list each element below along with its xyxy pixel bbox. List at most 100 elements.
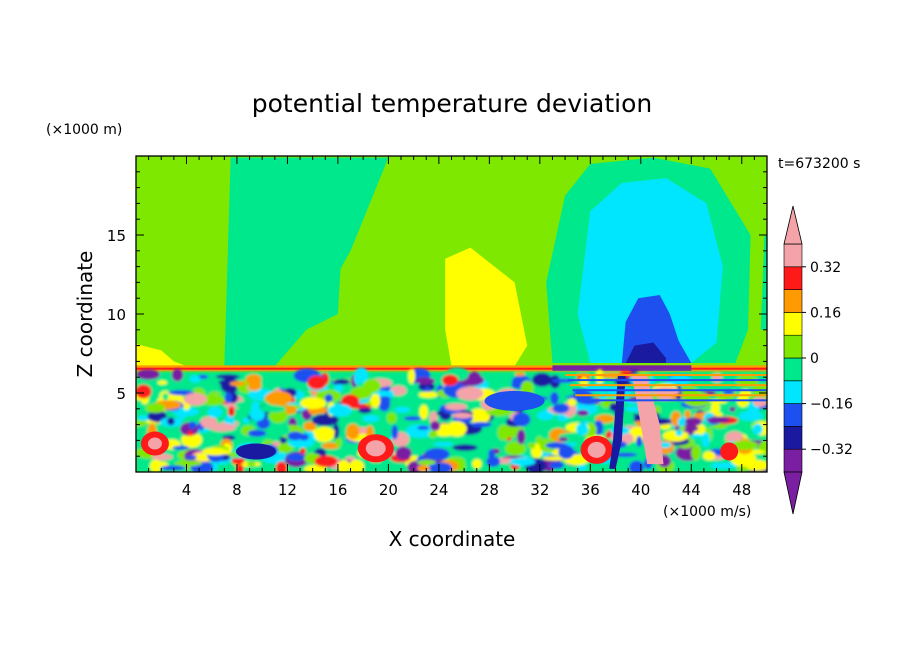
turbulence-patch xyxy=(532,372,552,387)
turbulence-patch xyxy=(442,374,459,386)
wave-stripe xyxy=(570,384,767,387)
turbulence-patch xyxy=(348,459,365,472)
time-label: t=673200 s xyxy=(778,156,860,172)
turbulence-patch xyxy=(415,377,436,385)
turbulence-patch xyxy=(188,421,197,430)
turbulence-patch xyxy=(456,386,484,401)
colorbar-segment xyxy=(783,426,803,450)
turbulence-patch xyxy=(629,460,645,472)
turbulence-patch xyxy=(157,380,168,385)
colorbar-tick-label: 0.16 xyxy=(810,305,841,321)
turbulence-patch xyxy=(675,429,683,437)
turbulence-patch xyxy=(682,391,711,407)
turbulence-patch xyxy=(550,391,559,405)
turbulence-patch xyxy=(256,417,271,429)
turbulence-patch xyxy=(247,429,267,437)
turbulence-patch xyxy=(229,381,246,387)
turbulence-patch xyxy=(706,416,730,423)
turbulence-patch xyxy=(662,430,689,442)
colorbar-tick-label: 0 xyxy=(810,351,819,367)
turbulence-patch xyxy=(197,374,209,379)
turbulence-patch xyxy=(337,459,350,472)
colorbar-segment xyxy=(783,380,803,404)
turbulence-patch xyxy=(446,421,467,437)
turbulence-patch xyxy=(172,445,190,450)
turbulence-patch xyxy=(242,417,250,424)
turbulence-patch xyxy=(334,378,350,385)
turbulence-patch xyxy=(183,392,207,406)
turbulence-patch xyxy=(436,410,445,416)
x-tick-label: 12 xyxy=(278,481,297,499)
turbulence-patch xyxy=(452,444,478,451)
turbulence-patch xyxy=(568,398,576,406)
turbulence-patch xyxy=(189,375,201,383)
turbulence-patch xyxy=(418,382,436,392)
turbulence-patch xyxy=(346,423,360,440)
turbulence-patch xyxy=(224,391,233,404)
wave-stripe xyxy=(575,394,767,397)
turbulence-patch xyxy=(488,448,495,460)
colorbar-segment xyxy=(783,334,803,359)
colorbar-segment xyxy=(783,266,803,290)
turbulence-patch xyxy=(272,441,280,447)
turbulence-patch xyxy=(527,442,536,449)
turbulence-patch xyxy=(455,459,466,472)
turbulence-patch xyxy=(451,412,473,419)
field-patch xyxy=(625,342,667,363)
turbulence-patch xyxy=(684,410,691,419)
turbulence-patch xyxy=(286,453,305,462)
x-tick-label: 16 xyxy=(328,481,347,499)
turbulence-patch xyxy=(558,436,569,442)
turbulence-patch xyxy=(701,432,710,448)
turbulence-patch xyxy=(636,435,643,448)
x-axis-label: X coordinate xyxy=(389,527,516,551)
turbulence-patch xyxy=(181,432,203,448)
turbulence-patch xyxy=(419,404,429,420)
turbulence-patch xyxy=(335,437,342,448)
turbulence-patch xyxy=(327,404,353,417)
turbulence-patch xyxy=(264,391,293,406)
warm-column xyxy=(445,247,528,367)
turbulence-patch xyxy=(370,393,381,408)
turbulence-patch xyxy=(738,411,763,421)
turbulence-patch xyxy=(249,408,265,421)
turbulence-patch xyxy=(215,374,240,380)
turbulence-patch xyxy=(403,416,422,421)
y-axis-label: Z coordinate xyxy=(73,251,97,378)
turbulence-patch xyxy=(428,430,438,438)
turbulence-patch xyxy=(313,426,335,443)
colorbar-tick-label: 0.32 xyxy=(810,260,841,276)
y-unit-label: (×1000 m) xyxy=(46,122,122,138)
wave-stripe xyxy=(577,399,767,402)
field-patch xyxy=(235,443,276,460)
colorbar-tick-label: −0.16 xyxy=(810,397,853,413)
turbulence-patch xyxy=(430,421,441,432)
turbulence-patch xyxy=(658,442,672,448)
turbulence-patch xyxy=(160,465,186,471)
colorbar-segment xyxy=(783,243,803,268)
turbulence-patch xyxy=(334,384,344,392)
turbulence-patch xyxy=(207,406,223,418)
turbulence-patch xyxy=(509,457,536,466)
turbulence-patch xyxy=(711,423,728,429)
colorbar-segment xyxy=(783,312,803,336)
turbulence-patch xyxy=(467,408,491,425)
turbulence-patch xyxy=(651,386,680,397)
x-tick-label: 20 xyxy=(379,481,398,499)
turbulence-patch xyxy=(729,406,736,412)
turbulence-patch xyxy=(514,372,525,377)
turbulence-patch xyxy=(752,423,763,435)
turbulence-patch xyxy=(187,431,194,436)
turbulence-patch xyxy=(710,402,720,414)
heatmap-field xyxy=(136,156,767,472)
turbulence-patch xyxy=(136,384,152,399)
field-patch xyxy=(720,442,739,461)
turbulence-patch xyxy=(549,461,565,469)
turbulence-patch xyxy=(248,379,262,391)
turbulence-patch xyxy=(601,399,611,408)
turbulence-patch xyxy=(307,375,327,390)
turbulence-patch xyxy=(512,412,531,427)
turbulence-patch xyxy=(303,421,317,432)
turbulence-patch xyxy=(174,460,203,467)
